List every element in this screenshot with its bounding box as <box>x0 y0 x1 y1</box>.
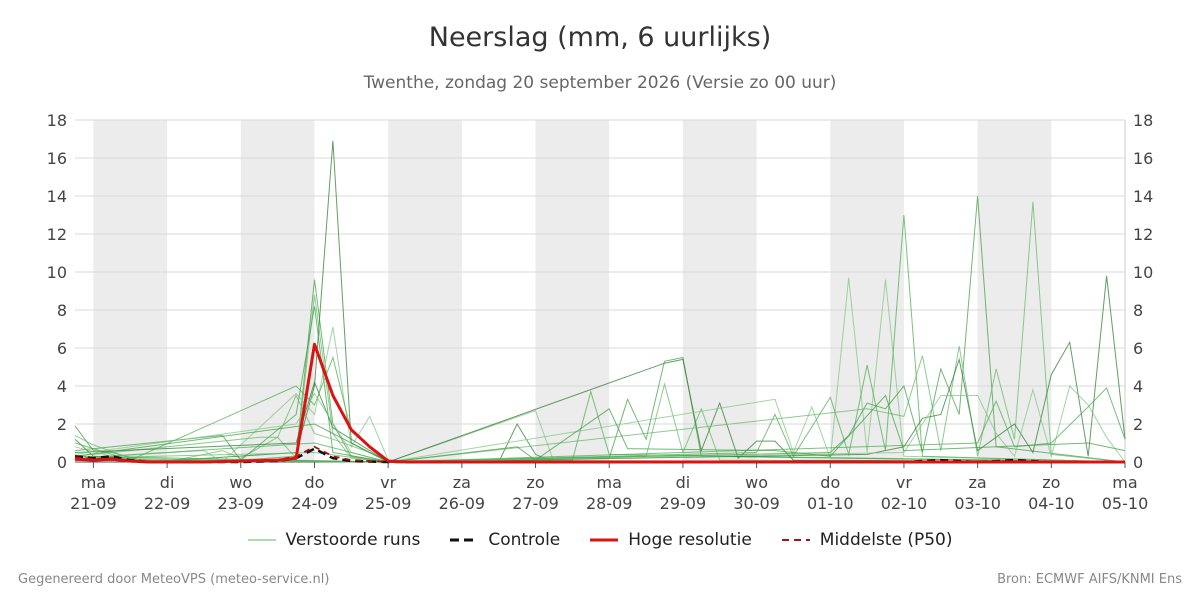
y-tick-label: 18 <box>47 111 67 130</box>
y-tick-label-right: 4 <box>1133 377 1143 396</box>
chart-subtitle: Twenthe, zondag 20 september 2026 (Versi… <box>363 73 837 93</box>
y-tick-label-right: 10 <box>1133 263 1153 282</box>
x-tick-day: wo <box>745 473 768 492</box>
chart-title: Neerslag (mm, 6 uurlijks) <box>428 22 772 53</box>
x-tick-day: za <box>453 473 471 492</box>
high-resolution-series-line <box>74 342 1125 464</box>
legend-swatch-hires <box>590 538 619 542</box>
shaded-day-band <box>682 120 757 462</box>
y-tick-label-right: 6 <box>1133 339 1143 358</box>
legend-item-control[interactable]: Controle <box>450 530 560 550</box>
y-tick-label-right: 18 <box>1133 111 1153 130</box>
x-tick-date: 21-09 <box>70 494 117 513</box>
legend-swatch-median <box>781 539 810 541</box>
perturbed-run-line <box>74 326 1126 463</box>
shaded-day-band <box>93 120 168 462</box>
x-tick-day: wo <box>229 473 252 492</box>
x-tick-day: do <box>304 473 324 492</box>
legend-label-median: Middelste (P50) <box>819 530 953 550</box>
x-tick-date: 23-09 <box>218 494 265 513</box>
y-axis-right: 0 2 4 6 8 10 12 14 16 18 <box>1133 111 1153 472</box>
x-tick-day: zo <box>526 473 544 492</box>
y-axis-left: 0 2 4 6 8 10 12 14 16 18 <box>47 111 67 472</box>
perturbed-run-line <box>74 358 1126 463</box>
y-tick-label: 16 <box>47 149 67 168</box>
x-tick-day: di <box>676 473 691 492</box>
x-tick-date: 25-09 <box>365 494 412 513</box>
y-tick-label: 8 <box>57 301 67 320</box>
x-tick-day: za <box>969 473 987 492</box>
legend-label-control: Controle <box>488 530 561 550</box>
y-tick-label-right: 12 <box>1133 225 1153 244</box>
x-tick-day: ma <box>597 473 622 492</box>
x-tick-date: 05-10 <box>1102 494 1149 513</box>
perturbed-run-line <box>74 275 1126 463</box>
perturbed-run-line <box>74 382 1126 463</box>
y-tick-label: 0 <box>57 453 67 472</box>
perturbed-run-line <box>74 195 1126 463</box>
legend-label-hires: Hoge resolutie <box>628 530 752 550</box>
legend-label-perturbed: Verstoorde runs <box>285 530 421 550</box>
x-tick-day: zo <box>1042 473 1060 492</box>
chart-legend: Verstoorde runs Controle Hoge resolutie … <box>0 530 1200 550</box>
y-tick-label-right: 8 <box>1133 301 1143 320</box>
legend-item-perturbed[interactable]: Verstoorde runs <box>247 530 421 550</box>
x-tick-day: vr <box>380 473 396 492</box>
y-tick-label-right: 16 <box>1133 149 1153 168</box>
legend-swatch-control <box>450 538 479 542</box>
x-tick-day: vr <box>896 473 912 492</box>
y-tick-label: 6 <box>57 339 67 358</box>
x-tick-date: 30-09 <box>733 494 780 513</box>
x-tick-date: 04-10 <box>1028 494 1075 513</box>
y-tick-label: 2 <box>57 415 67 434</box>
footer-source: Bron: ECMWF AIFS/KNMI Ens <box>997 572 1182 587</box>
x-tick-date: 01-10 <box>807 494 854 513</box>
y-tick-label: 4 <box>57 377 67 396</box>
perturbed-run-line <box>74 277 1126 463</box>
shaded-day-band <box>535 120 610 462</box>
perturbed-run-line <box>74 386 1126 463</box>
shaded-day-band <box>977 120 1052 462</box>
perturbed-run-line <box>74 394 1126 463</box>
legend-item-hires[interactable]: Hoge resolutie <box>590 530 752 550</box>
legend-swatch-perturbed <box>247 539 276 541</box>
perturbed-run-line <box>74 385 1126 463</box>
perturbed-runs <box>74 140 1126 463</box>
x-tick-date: 29-09 <box>660 494 707 513</box>
perturbed-run-line <box>74 201 1126 463</box>
footer-generator: Gegenereerd door MeteoVPS (meteo-service… <box>18 572 330 587</box>
precipitation-chart: 0 2 4 6 8 10 12 14 16 18 0 2 4 6 8 10 12 14 16 18 ma 21-09 d… <box>47 111 1154 513</box>
weekend-shading <box>93 120 1052 462</box>
main-series <box>74 342 1125 464</box>
x-tick-day: ma <box>81 473 106 492</box>
shaded-day-band <box>830 120 904 462</box>
shaded-day-band <box>388 120 462 462</box>
y-tick-label-right: 14 <box>1133 187 1153 206</box>
x-tick-date: 26-09 <box>439 494 486 513</box>
x-tick-date: 24-09 <box>291 494 338 513</box>
y-tick-label-right: 2 <box>1133 415 1143 434</box>
y-tick-label: 12 <box>47 225 67 244</box>
x-tick-day: di <box>160 473 175 492</box>
x-tick-date: 22-09 <box>144 494 191 513</box>
x-tick-date: 27-09 <box>512 494 559 513</box>
x-tick-date: 03-10 <box>954 494 1001 513</box>
x-tick-day: do <box>820 473 840 492</box>
y-tick-label-right: 0 <box>1133 453 1143 472</box>
x-tick-date: 02-10 <box>881 494 928 513</box>
y-tick-label: 10 <box>47 263 67 282</box>
x-tick-day: ma <box>1112 473 1137 492</box>
perturbed-run-line <box>74 214 1126 463</box>
legend-item-median[interactable]: Middelste (P50) <box>781 530 953 550</box>
x-tick-date: 28-09 <box>586 494 633 513</box>
y-tick-label: 14 <box>47 187 67 206</box>
x-axis: ma 21-09 di 22-09 wo 23-09 do 24-09 vr 25-09 za 26-… <box>70 461 1149 513</box>
